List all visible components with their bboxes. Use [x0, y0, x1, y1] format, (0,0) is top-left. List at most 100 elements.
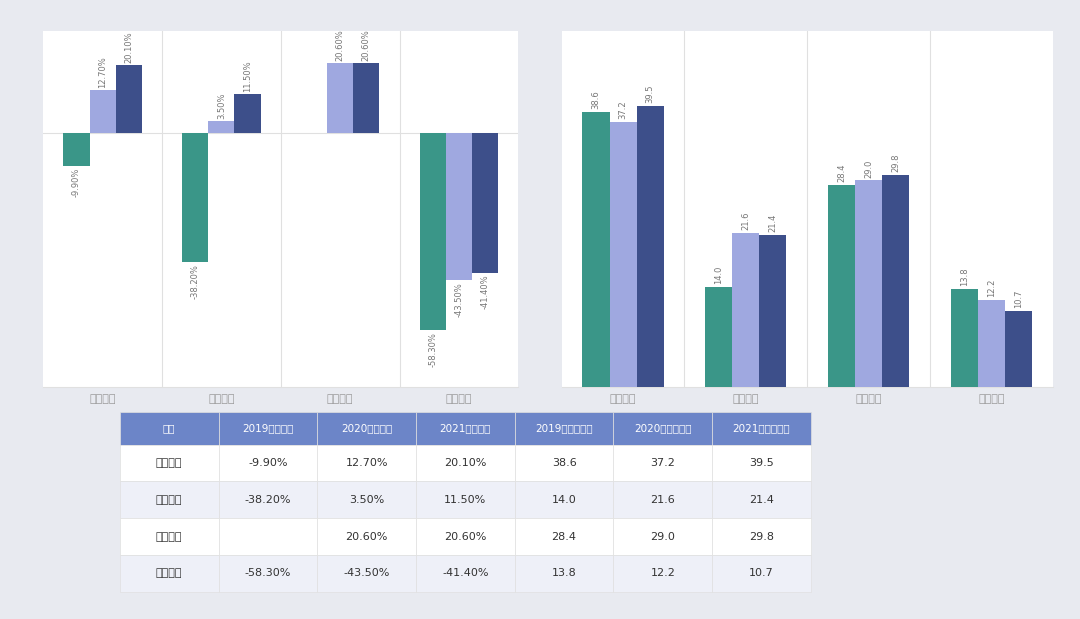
- FancyBboxPatch shape: [318, 444, 416, 482]
- Bar: [446, 132, 472, 280]
- Text: 2020年平均车价: 2020年平均车价: [634, 423, 691, 434]
- Text: 3.50%: 3.50%: [217, 93, 226, 119]
- FancyBboxPatch shape: [712, 444, 811, 482]
- Text: -41.40%: -41.40%: [481, 275, 489, 310]
- FancyBboxPatch shape: [515, 482, 613, 518]
- Text: 38.6: 38.6: [552, 458, 577, 468]
- Bar: [855, 181, 882, 387]
- FancyBboxPatch shape: [318, 412, 416, 444]
- Bar: [234, 93, 260, 132]
- FancyBboxPatch shape: [712, 518, 811, 555]
- Text: 10.7: 10.7: [1014, 289, 1023, 308]
- Text: 11.50%: 11.50%: [444, 495, 486, 505]
- Text: 39.5: 39.5: [750, 458, 774, 468]
- Bar: [208, 121, 234, 132]
- Text: 21.4: 21.4: [768, 214, 778, 232]
- Bar: [732, 233, 759, 387]
- Text: 29.8: 29.8: [750, 532, 774, 542]
- FancyBboxPatch shape: [515, 444, 613, 482]
- Bar: [705, 287, 732, 387]
- Bar: [1005, 311, 1032, 387]
- FancyBboxPatch shape: [218, 555, 318, 592]
- Bar: [882, 175, 909, 387]
- Bar: [582, 112, 609, 387]
- Bar: [609, 122, 636, 387]
- FancyBboxPatch shape: [218, 482, 318, 518]
- FancyBboxPatch shape: [120, 555, 218, 592]
- Text: -43.50%: -43.50%: [343, 568, 390, 578]
- Text: 29.0: 29.0: [650, 532, 675, 542]
- FancyBboxPatch shape: [712, 482, 811, 518]
- Text: -58.30%: -58.30%: [245, 568, 292, 578]
- FancyBboxPatch shape: [318, 555, 416, 592]
- FancyBboxPatch shape: [712, 412, 811, 444]
- Text: 21.4: 21.4: [750, 495, 774, 505]
- FancyBboxPatch shape: [613, 412, 712, 444]
- Text: 37.2: 37.2: [619, 101, 627, 119]
- Text: 威马汽车: 威马汽车: [156, 568, 183, 578]
- Bar: [828, 184, 855, 387]
- FancyBboxPatch shape: [416, 444, 515, 482]
- FancyBboxPatch shape: [712, 555, 811, 592]
- Bar: [353, 63, 379, 132]
- Text: 20.60%: 20.60%: [346, 532, 388, 542]
- Text: 20.60%: 20.60%: [362, 29, 370, 61]
- Text: 12.2: 12.2: [650, 568, 675, 578]
- Text: 20.10%: 20.10%: [124, 31, 133, 63]
- Text: -58.30%: -58.30%: [429, 332, 437, 367]
- Text: 2020年毛利率: 2020年毛利率: [341, 423, 392, 434]
- FancyBboxPatch shape: [218, 412, 318, 444]
- Text: 12.70%: 12.70%: [98, 56, 107, 88]
- Text: 28.4: 28.4: [837, 163, 847, 182]
- FancyBboxPatch shape: [515, 518, 613, 555]
- FancyBboxPatch shape: [613, 555, 712, 592]
- Bar: [472, 132, 498, 273]
- Text: 理想汽车: 理想汽车: [156, 532, 183, 542]
- Bar: [64, 132, 90, 166]
- FancyBboxPatch shape: [318, 518, 416, 555]
- Text: 13.8: 13.8: [552, 568, 577, 578]
- Text: 21.6: 21.6: [650, 495, 675, 505]
- Text: 20.60%: 20.60%: [444, 532, 486, 542]
- Bar: [420, 132, 446, 331]
- FancyBboxPatch shape: [120, 482, 218, 518]
- Text: 12.70%: 12.70%: [346, 458, 388, 468]
- Text: -38.20%: -38.20%: [191, 264, 200, 299]
- FancyBboxPatch shape: [218, 444, 318, 482]
- Text: 2021年平均车价: 2021年平均车价: [732, 423, 791, 434]
- FancyBboxPatch shape: [515, 555, 613, 592]
- Bar: [636, 106, 663, 387]
- FancyBboxPatch shape: [515, 412, 613, 444]
- FancyBboxPatch shape: [416, 555, 515, 592]
- Bar: [90, 90, 116, 132]
- Text: 29.8: 29.8: [891, 154, 901, 172]
- FancyBboxPatch shape: [613, 482, 712, 518]
- Text: 38.6: 38.6: [592, 90, 600, 109]
- Text: 11.50%: 11.50%: [243, 60, 252, 92]
- Text: 2021年毛利率: 2021年毛利率: [440, 423, 491, 434]
- Text: 小鹏汽车: 小鹏汽车: [156, 495, 183, 505]
- Text: 车企: 车企: [163, 423, 175, 434]
- Text: 21.6: 21.6: [741, 212, 751, 230]
- Text: -43.50%: -43.50%: [455, 282, 463, 316]
- Text: -41.40%: -41.40%: [442, 568, 488, 578]
- Text: 12.2: 12.2: [987, 279, 996, 297]
- Text: 14.0: 14.0: [714, 266, 724, 284]
- Text: -9.90%: -9.90%: [248, 458, 287, 468]
- Text: 14.0: 14.0: [552, 495, 577, 505]
- Text: 29.0: 29.0: [864, 159, 874, 178]
- Text: -9.90%: -9.90%: [72, 168, 81, 197]
- Bar: [951, 288, 978, 387]
- FancyBboxPatch shape: [120, 518, 218, 555]
- FancyBboxPatch shape: [218, 518, 318, 555]
- FancyBboxPatch shape: [416, 412, 515, 444]
- Text: 3.50%: 3.50%: [349, 495, 384, 505]
- Text: 39.5: 39.5: [646, 84, 654, 103]
- FancyBboxPatch shape: [120, 444, 218, 482]
- Text: -38.20%: -38.20%: [245, 495, 292, 505]
- Bar: [116, 64, 141, 132]
- Text: 20.60%: 20.60%: [336, 29, 345, 61]
- FancyBboxPatch shape: [416, 518, 515, 555]
- FancyBboxPatch shape: [416, 482, 515, 518]
- Text: 2019年平均车价: 2019年平均车价: [536, 423, 593, 434]
